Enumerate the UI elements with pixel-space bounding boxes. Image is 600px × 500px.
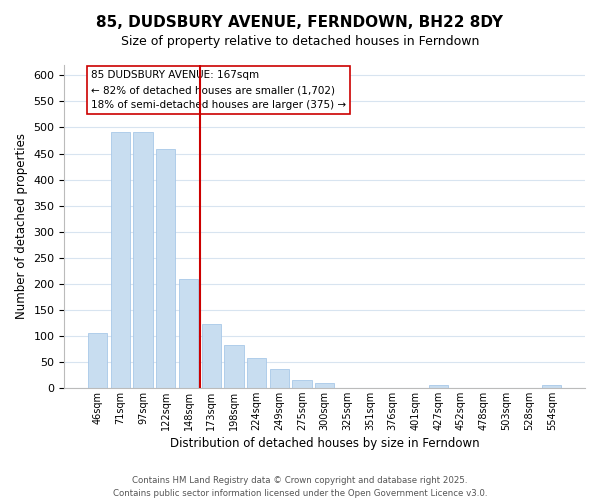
Text: 85, DUDSBURY AVENUE, FERNDOWN, BH22 8DY: 85, DUDSBURY AVENUE, FERNDOWN, BH22 8DY: [97, 15, 503, 30]
Text: 85 DUDSBURY AVENUE: 167sqm
← 82% of detached houses are smaller (1,702)
18% of s: 85 DUDSBURY AVENUE: 167sqm ← 82% of deta…: [91, 70, 346, 110]
Text: Contains HM Land Registry data © Crown copyright and database right 2025.
Contai: Contains HM Land Registry data © Crown c…: [113, 476, 487, 498]
Bar: [269, 368, 289, 388]
Bar: [88, 333, 107, 388]
Bar: [133, 132, 153, 388]
Bar: [202, 324, 221, 388]
Bar: [315, 382, 334, 388]
Text: Size of property relative to detached houses in Ferndown: Size of property relative to detached ho…: [121, 35, 479, 48]
Bar: [247, 358, 266, 388]
Bar: [428, 385, 448, 388]
Bar: [542, 385, 562, 388]
X-axis label: Distribution of detached houses by size in Ferndown: Distribution of detached houses by size …: [170, 437, 479, 450]
Bar: [292, 380, 311, 388]
Bar: [111, 132, 130, 388]
Bar: [224, 345, 244, 388]
Y-axis label: Number of detached properties: Number of detached properties: [15, 134, 28, 320]
Bar: [179, 280, 198, 388]
Bar: [156, 150, 175, 388]
